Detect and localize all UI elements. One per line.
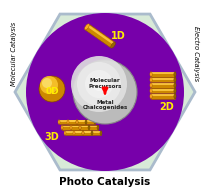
Ellipse shape xyxy=(91,131,93,135)
Circle shape xyxy=(42,78,52,88)
Polygon shape xyxy=(83,131,101,135)
Ellipse shape xyxy=(94,120,96,124)
Ellipse shape xyxy=(88,125,90,130)
Polygon shape xyxy=(59,120,77,122)
Text: Metal: Metal xyxy=(96,99,114,105)
Ellipse shape xyxy=(64,131,66,135)
Polygon shape xyxy=(151,83,175,85)
Ellipse shape xyxy=(150,88,152,93)
Text: 1D: 1D xyxy=(111,31,125,41)
Text: Precursors: Precursors xyxy=(88,84,122,89)
Text: Photo Catalysis: Photo Catalysis xyxy=(59,177,151,187)
Ellipse shape xyxy=(82,131,84,135)
Text: Molecular: Molecular xyxy=(90,78,120,84)
Ellipse shape xyxy=(150,83,152,88)
Ellipse shape xyxy=(58,120,60,124)
Polygon shape xyxy=(77,120,95,122)
Ellipse shape xyxy=(150,77,152,82)
Polygon shape xyxy=(80,125,98,130)
Ellipse shape xyxy=(76,120,78,124)
Circle shape xyxy=(39,76,65,102)
Ellipse shape xyxy=(67,120,69,124)
Polygon shape xyxy=(77,120,95,124)
Ellipse shape xyxy=(174,88,176,93)
Ellipse shape xyxy=(150,94,152,99)
Polygon shape xyxy=(87,25,115,45)
Circle shape xyxy=(73,60,137,124)
Polygon shape xyxy=(74,131,92,135)
Ellipse shape xyxy=(84,24,89,30)
Text: Electro Catalysis: Electro Catalysis xyxy=(193,26,199,82)
Polygon shape xyxy=(15,14,195,170)
Text: 3D: 3D xyxy=(45,132,59,142)
Ellipse shape xyxy=(174,72,176,77)
Polygon shape xyxy=(80,126,98,127)
Ellipse shape xyxy=(100,131,102,135)
Ellipse shape xyxy=(79,125,81,130)
Circle shape xyxy=(77,62,121,106)
Ellipse shape xyxy=(174,83,176,88)
Polygon shape xyxy=(151,77,175,82)
Ellipse shape xyxy=(82,131,84,135)
Ellipse shape xyxy=(174,77,176,82)
Ellipse shape xyxy=(79,125,81,130)
Circle shape xyxy=(85,70,113,98)
Text: 2D: 2D xyxy=(160,102,174,112)
Ellipse shape xyxy=(111,42,116,48)
Polygon shape xyxy=(83,131,101,133)
Ellipse shape xyxy=(61,125,63,130)
Ellipse shape xyxy=(97,125,99,130)
Polygon shape xyxy=(65,131,83,135)
Circle shape xyxy=(26,13,184,171)
Polygon shape xyxy=(151,72,175,77)
Polygon shape xyxy=(151,88,175,93)
Polygon shape xyxy=(74,131,92,133)
Polygon shape xyxy=(65,131,83,133)
Polygon shape xyxy=(151,78,175,80)
Polygon shape xyxy=(85,24,115,48)
Polygon shape xyxy=(151,94,175,96)
Ellipse shape xyxy=(73,131,75,135)
Ellipse shape xyxy=(70,125,72,130)
Ellipse shape xyxy=(85,120,87,124)
Polygon shape xyxy=(68,120,86,122)
Polygon shape xyxy=(62,126,80,127)
Circle shape xyxy=(92,77,106,91)
Polygon shape xyxy=(71,126,89,127)
Ellipse shape xyxy=(76,120,78,124)
Polygon shape xyxy=(151,89,175,91)
Polygon shape xyxy=(68,120,86,124)
Ellipse shape xyxy=(150,72,152,77)
Polygon shape xyxy=(151,94,175,99)
Polygon shape xyxy=(151,83,175,88)
Polygon shape xyxy=(71,125,89,130)
Ellipse shape xyxy=(174,94,176,99)
Polygon shape xyxy=(151,72,175,74)
Text: Chalcogenides: Chalcogenides xyxy=(82,105,128,111)
Polygon shape xyxy=(62,125,80,130)
Circle shape xyxy=(71,56,127,112)
Text: 0D: 0D xyxy=(45,87,59,95)
Text: Molecular Catalysis: Molecular Catalysis xyxy=(11,22,17,86)
Polygon shape xyxy=(59,120,77,124)
Circle shape xyxy=(40,76,58,94)
